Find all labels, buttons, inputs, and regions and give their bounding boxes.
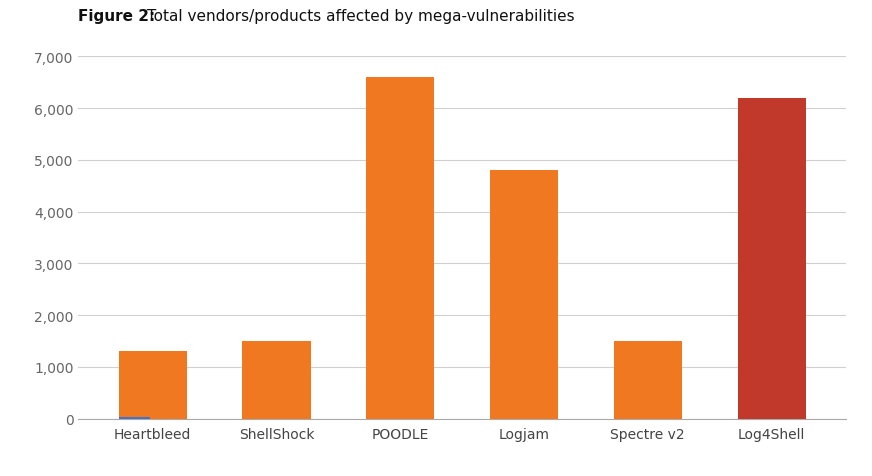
Bar	[614, 341, 682, 419]
Text: Total vendors/products affected by mega-vulnerabilities: Total vendors/products affected by mega-…	[142, 9, 575, 24]
Bar	[119, 417, 150, 419]
Bar	[242, 341, 310, 419]
Bar	[490, 171, 558, 419]
Bar	[366, 78, 434, 419]
Bar	[119, 352, 187, 419]
Bar	[738, 99, 806, 419]
Text: Figure 2:: Figure 2:	[78, 9, 156, 24]
